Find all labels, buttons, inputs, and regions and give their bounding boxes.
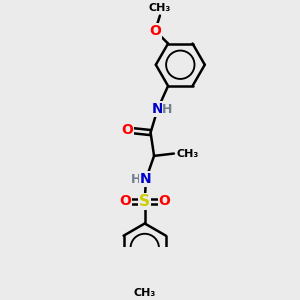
Text: CH₃: CH₃: [177, 148, 199, 158]
Text: S: S: [139, 194, 150, 209]
Text: O: O: [149, 24, 161, 38]
Text: H: H: [162, 103, 172, 116]
Text: O: O: [121, 123, 133, 137]
Text: N: N: [140, 172, 152, 186]
Text: H: H: [131, 173, 141, 186]
Text: CH₃: CH₃: [149, 3, 171, 13]
Text: O: O: [159, 194, 170, 208]
Text: N: N: [152, 102, 164, 116]
Text: CH₃: CH₃: [134, 288, 156, 298]
Text: O: O: [119, 194, 131, 208]
